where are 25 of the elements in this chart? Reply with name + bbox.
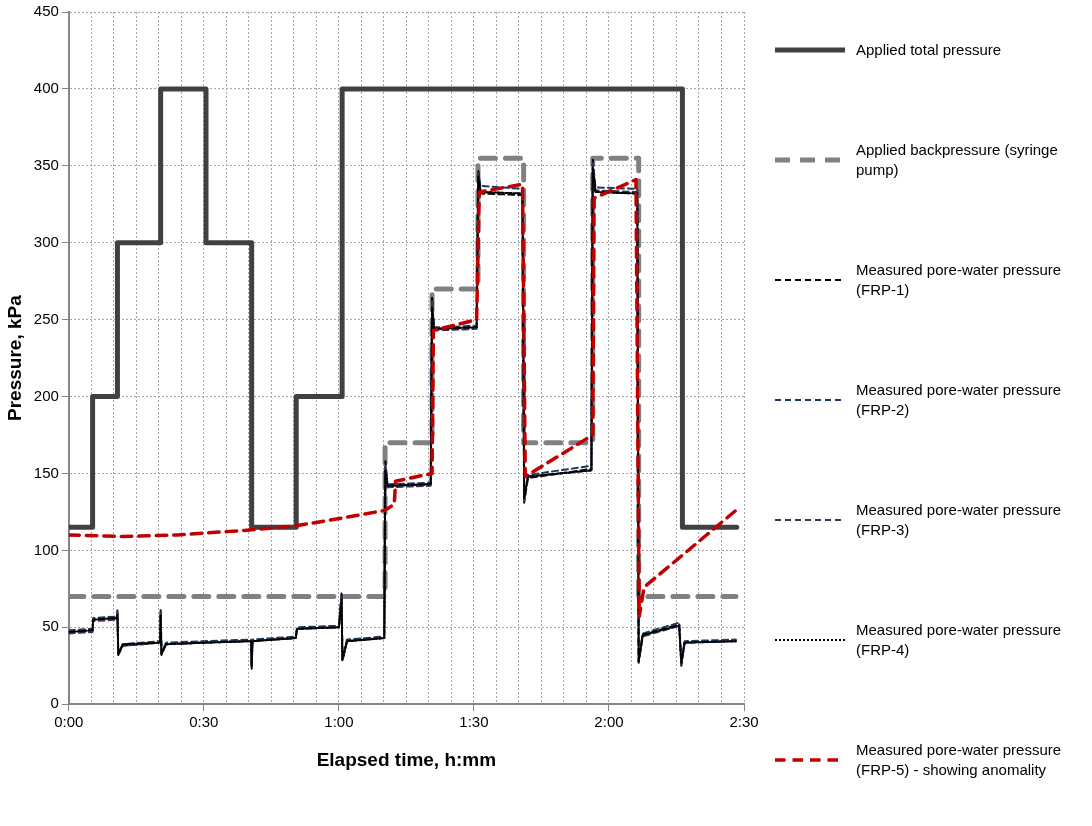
y-tick-label: 150: [33, 463, 59, 481]
x-tick-label: 0:30: [189, 713, 219, 731]
y-tick-label: 300: [33, 232, 59, 250]
x-tick-label: 1:30: [459, 713, 489, 731]
y-tick-label: 450: [33, 2, 59, 20]
x-tick-label: 0:00: [54, 713, 84, 731]
y-axis-title: Pressure, kPa: [3, 294, 25, 421]
y-tick-label: 100: [33, 540, 59, 558]
y-tick-label: 250: [33, 309, 59, 327]
y-tick-label: 0: [50, 694, 59, 712]
legend-label: Measured pore-water pressure (FRP-2): [856, 380, 1063, 420]
legend-label: Applied backpressure (syringe pump): [856, 140, 1059, 180]
x-tick-label: 2:30: [729, 713, 759, 731]
y-tick-label: 350: [33, 155, 59, 173]
x-tick-label: 2:00: [594, 713, 624, 731]
x-tick-label: 1:00: [324, 713, 354, 731]
legend-label: Measured pore-water pressure (FRP-4): [856, 620, 1063, 660]
y-tick-label: 400: [33, 79, 59, 97]
legend-label: Applied total pressure: [856, 40, 1002, 60]
y-tick-label: 200: [33, 386, 59, 404]
legend-label: Measured pore-water pressure (FRP-1): [856, 260, 1063, 300]
x-axis-title: Elapsed time, h:mm: [316, 748, 497, 770]
legend-label: Measured pore-water pressure (FRP-5) - showing anomality: [856, 740, 1063, 780]
y-tick-label: 50: [42, 617, 59, 635]
legend-label: Measured pore-water pressure (FRP-3): [856, 500, 1063, 540]
